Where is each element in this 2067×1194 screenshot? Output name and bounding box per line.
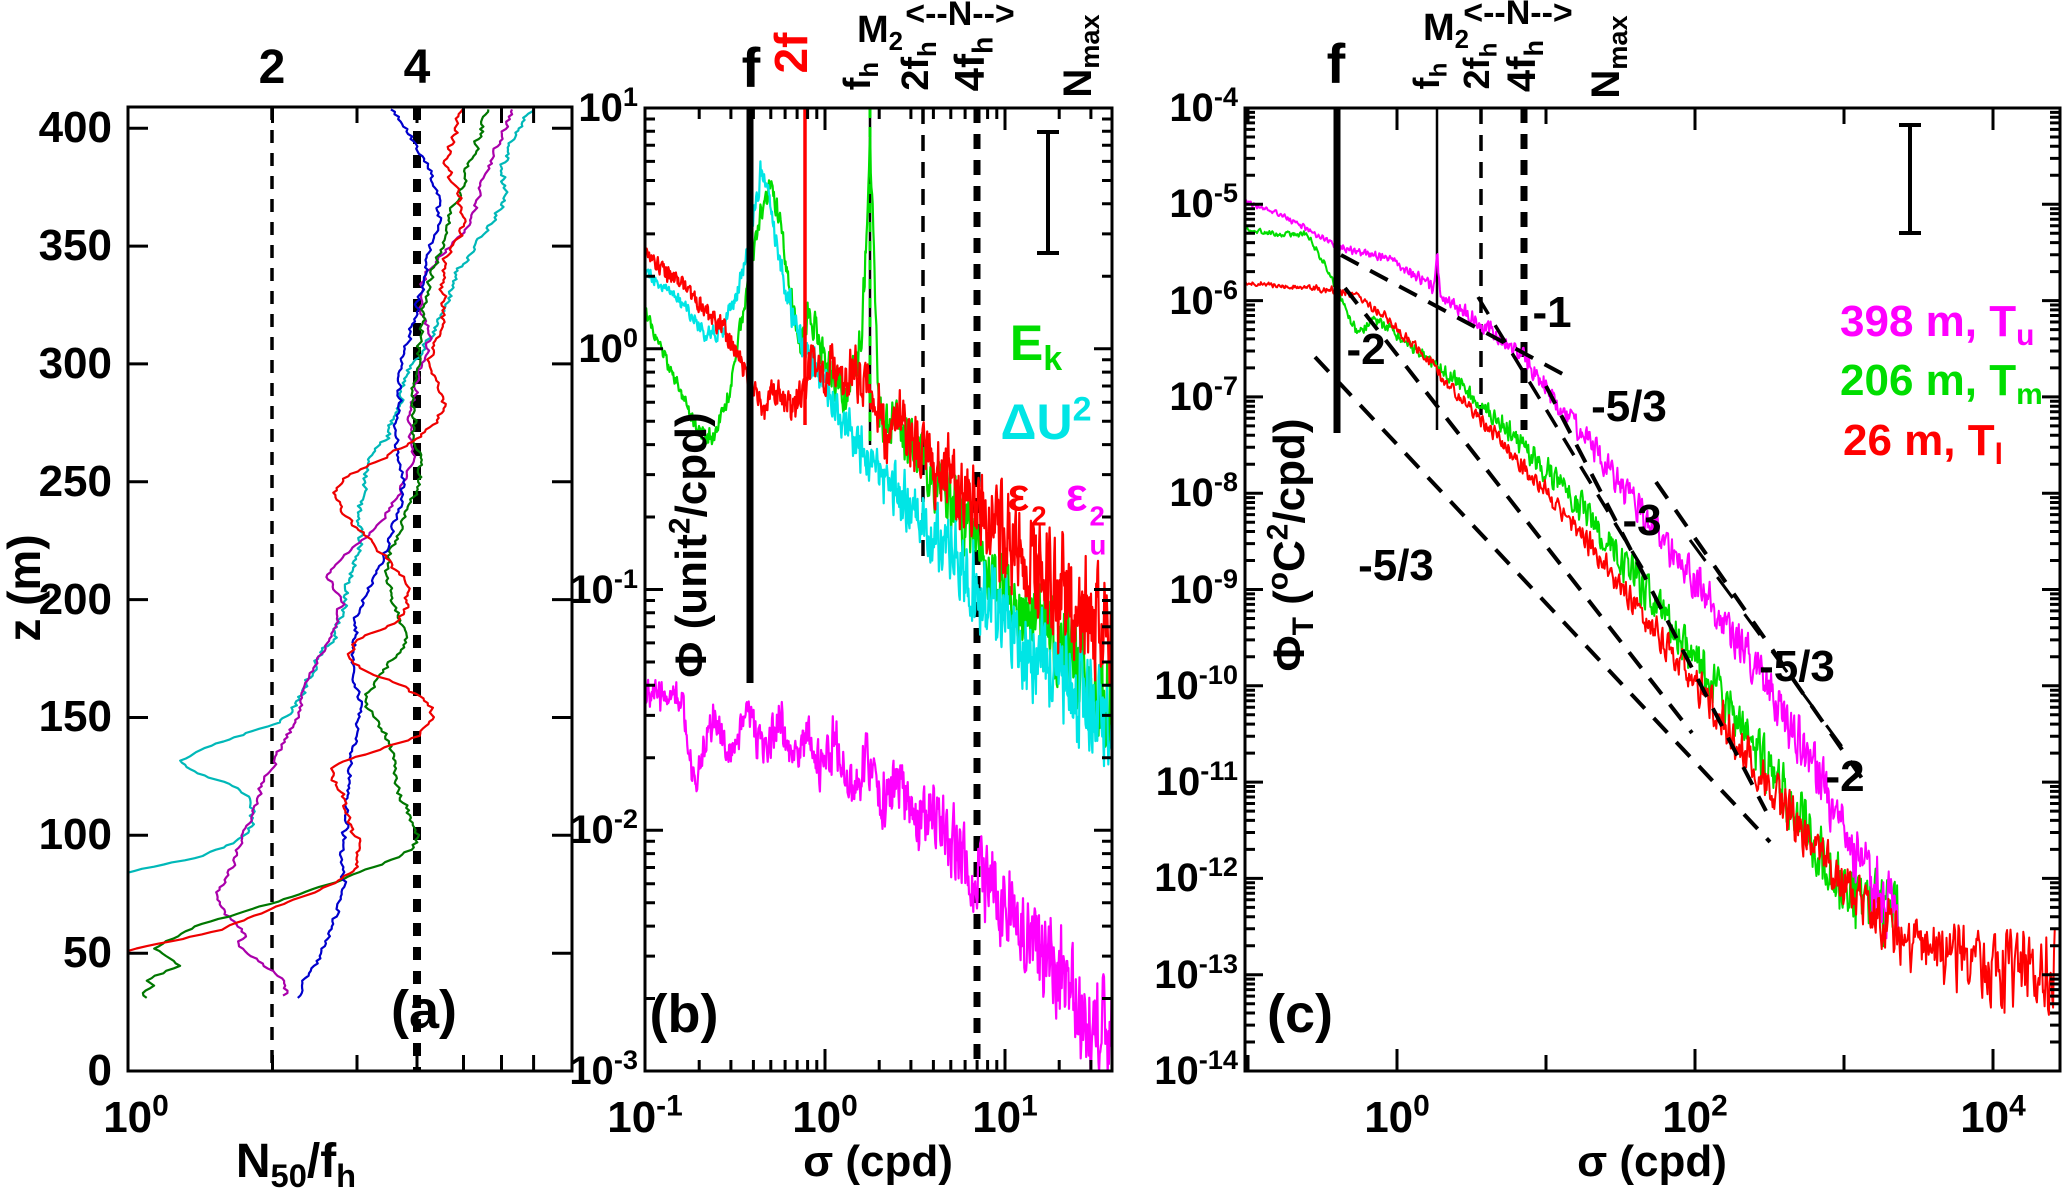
panel-c-slope-guide-1 (1343, 286, 1694, 735)
panel-c-ytick-10e-12: 10-12 (1154, 851, 1238, 901)
panel-a-ytick-0: 0 (87, 1046, 112, 1095)
panel-b-ytick-10e-1: 10-1 (569, 562, 638, 612)
panel-c-slope-guide-3 (1476, 296, 1646, 572)
panel-b-ytick-10e0: 100 (578, 321, 638, 371)
panel-a-ytick-300: 300 (38, 338, 112, 388)
panel-a-ytick-250: 250 (38, 456, 112, 506)
panel-c-slope-guide-4 (1544, 385, 1768, 812)
panel-c-corner-label: (c) (1267, 984, 1333, 1044)
panel-b-xtick-10e-1: 10-1 (607, 1089, 683, 1142)
panel-b-xtick-10e0: 100 (792, 1089, 858, 1142)
panel-c-ytick-10e-5: 10-5 (1169, 177, 1238, 227)
panel-c-slope-guide-6 (1654, 480, 1870, 789)
panel-c-ytick-10e-6: 10-6 (1169, 273, 1238, 323)
panel-c-marker-label-2fh: 2fh (1456, 42, 1503, 90)
panel-b-legend-dU2: ΔU2 (1000, 390, 1092, 450)
panel-c-marker-label-f: f (1326, 32, 1346, 95)
curve-profile-blue (297, 108, 443, 999)
panel-c-slope-label-4: -3 (1622, 496, 1662, 545)
panel-b-marker-label-4fh: 4fh (946, 36, 1000, 92)
panel-a-ytick-150: 150 (38, 692, 112, 742)
panel-b-marker-label-2fh: 2fh (895, 41, 942, 91)
panel-b-marker-label-2f: 2f (765, 32, 817, 74)
curve-T-26m (1245, 280, 2056, 1016)
panel-a-top-label-4: 4 (403, 41, 431, 94)
panel-c-slope-label-5: -5/3 (1759, 642, 1835, 691)
panel-c-slope-guide-0 (1340, 253, 1573, 381)
panel-c-slope-label-0: -1 (1532, 288, 1572, 337)
panel-a-ytick-350: 350 (38, 221, 112, 271)
panel-a-axes-box (126, 105, 574, 1073)
curve-dU2 (645, 160, 1112, 768)
panel-c-ytick-10e-4: 10-4 (1169, 81, 1238, 130)
panel-c-marker-label-4fh: 4fh (1500, 39, 1550, 93)
panel-a-corner-label: (a) (391, 980, 457, 1040)
panel-c-xtick-10e4: 104 (1960, 1089, 2026, 1142)
panel-c-ytick-10e-14: 10-14 (1154, 1044, 1238, 1093)
panel-b-ytick-10e1: 101 (578, 81, 638, 130)
panel-b-legend-Ek: Ek (1009, 315, 1063, 379)
panel-c-ytick-10e-7: 10-7 (1169, 369, 1238, 419)
panel-b-ytick-10e-2: 10-2 (569, 803, 638, 853)
panel-c-legend-206m: 206 m, Tm (1840, 356, 2043, 411)
panel-a-xlabel: N50/fh (235, 1135, 357, 1194)
panel-c-N-arrow-label: <--N--> (1463, 0, 1573, 32)
panel-b-xtick-10e1: 101 (972, 1089, 1038, 1142)
panel-c-ytick-10e-11: 10-11 (1155, 755, 1238, 805)
panel-c-marker-label-Nmax: Nmax (1584, 15, 1634, 99)
curve-profile-cyan (128, 108, 536, 874)
panel-c-marker-label-M2: M2 (1422, 7, 1470, 54)
panel-b-marker-label-M2: M2 (856, 9, 904, 56)
panel-b-ylabel: Φ (unit2/cpd) (663, 412, 716, 678)
panel-c-slope-label-2: -5/3 (1358, 541, 1434, 590)
panel-c-ytick-10e-9: 10-9 (1169, 562, 1238, 612)
panel-b-marker-label-fh: fh (837, 61, 884, 91)
curve-T-398m (1245, 199, 1899, 940)
panel-c-slope-guide-2 (1313, 355, 1772, 844)
panel-b-marker-label-Nmax: Nmax (1056, 14, 1106, 98)
panel-b-xlabel: σ (cpd) (803, 1137, 953, 1186)
panel-b-ytick-10e-3: 10-3 (569, 1044, 638, 1093)
panel-b-marker-label-f: f (741, 36, 761, 99)
panel-c-xlabel: σ (cpd) (1577, 1137, 1727, 1186)
panel-c-ytick-10e-13: 10-13 (1154, 947, 1238, 997)
panel-c-marker-label-fh: fh (1406, 62, 1453, 90)
panel-c-slope-label-6: -2 (1825, 752, 1865, 801)
panel-a-xtick-1: 100 (103, 1089, 169, 1142)
panel-c-xtick-10e0: 100 (1364, 1089, 1430, 1142)
panel-a-ytick-400: 400 (38, 103, 112, 153)
curve-profile-darkgreen (141, 109, 490, 999)
curve-eps-u2 (645, 678, 1112, 1071)
panel-c-axes-box (1243, 106, 2062, 1073)
panel-a-ytick-200: 200 (38, 574, 112, 624)
panel-c-legend-398m: 398 m, Tu (1840, 297, 2035, 352)
panel-c-legend-26m: 26 m, Tl (1843, 416, 2003, 471)
panel-c-ytick-10e-8: 10-8 (1169, 466, 1238, 516)
panel-a-ytick-100: 100 (38, 810, 112, 860)
panel-c-ytick-10e-10: 10-10 (1154, 658, 1238, 708)
panel-c-ylabel: ΦT (oC2/cpd) (1261, 418, 1320, 672)
panel-a-ytick-50: 50 (63, 928, 112, 978)
curve-eps-l2 (645, 246, 1112, 686)
panel-a-top-label-2: 2 (258, 41, 286, 94)
panel-c-xtick-10e2: 102 (1662, 1089, 1728, 1142)
curve-profile-red (128, 108, 467, 952)
panel-c-ticks (1245, 106, 2060, 1073)
panel-b-errorbar (1037, 130, 1059, 255)
panel-b-N-arrow-label: <--N--> (905, 0, 1015, 33)
panel-c-slope-label-3: -5/3 (1591, 382, 1667, 431)
curve-profile-magenta (215, 108, 514, 997)
panel-c-errorbar (1899, 123, 1921, 235)
panel-c-slope-label-1: -2 (1346, 325, 1386, 374)
panel-b-axes-box (643, 106, 1114, 1073)
panel-b-corner-label: (b) (649, 984, 719, 1044)
